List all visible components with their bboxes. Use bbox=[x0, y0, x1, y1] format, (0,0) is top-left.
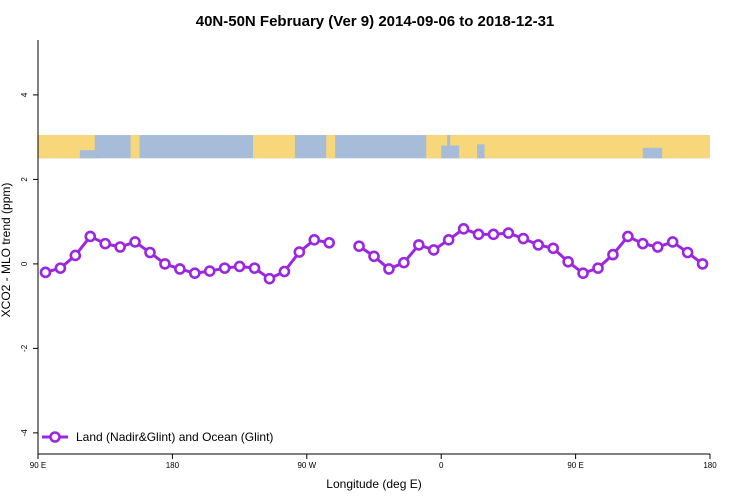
y-tick-label: 0 bbox=[20, 261, 29, 266]
data-point bbox=[547, 242, 560, 255]
map-ocean-inlet bbox=[642, 147, 663, 159]
data-point bbox=[532, 239, 545, 251]
legend-label: Land (Nadir&Glint) and Ocean (Glint) bbox=[76, 430, 273, 444]
data-point bbox=[203, 265, 216, 277]
map-land bbox=[253, 135, 295, 159]
data-point bbox=[159, 258, 171, 270]
data-point bbox=[368, 250, 380, 263]
data-point bbox=[666, 236, 679, 248]
data-point bbox=[398, 256, 410, 269]
series-line bbox=[358, 227, 704, 275]
data-point bbox=[218, 262, 231, 274]
map-ocean-inlet bbox=[441, 145, 460, 159]
x-tick-label: 90 W bbox=[297, 461, 316, 470]
y-tick-label: -2 bbox=[20, 344, 29, 352]
x-tick-label: 180 bbox=[166, 461, 180, 470]
x-tick-label: 0 bbox=[439, 461, 444, 470]
plot-frame bbox=[37, 40, 710, 455]
y-tick-label: 4 bbox=[20, 92, 29, 97]
data-point bbox=[442, 234, 455, 246]
x-tick-label: 180 bbox=[703, 461, 717, 470]
series-layer bbox=[39, 223, 709, 285]
data-point bbox=[651, 241, 664, 253]
data-point bbox=[383, 263, 395, 275]
y-tick-label: -4 bbox=[20, 429, 29, 437]
data-point bbox=[308, 234, 321, 246]
data-point bbox=[517, 232, 530, 245]
data-point bbox=[636, 237, 649, 250]
data-point bbox=[189, 267, 201, 279]
data-point bbox=[129, 236, 141, 248]
map-land bbox=[130, 135, 140, 159]
world-map-strip bbox=[38, 135, 710, 159]
data-point bbox=[99, 237, 111, 250]
data-point bbox=[114, 241, 126, 253]
data-point bbox=[427, 244, 440, 256]
y-axis-label: XCO2 - MLO trend (ppm) bbox=[0, 183, 13, 318]
data-point bbox=[607, 248, 619, 261]
data-point bbox=[353, 240, 365, 252]
data-point bbox=[592, 262, 604, 274]
data-point bbox=[457, 223, 470, 235]
data-point bbox=[502, 227, 515, 239]
data-point bbox=[412, 239, 425, 251]
x-tick-label: 90 E bbox=[567, 461, 583, 470]
data-point bbox=[562, 255, 574, 268]
data-point bbox=[263, 272, 276, 285]
x-tick-label: 90 E bbox=[30, 461, 46, 470]
chart-title: 40N-50N February (Ver 9) 2014-09-06 to 2… bbox=[196, 13, 555, 30]
data-point bbox=[69, 249, 82, 262]
map-ocean-inlet bbox=[79, 150, 98, 159]
x-axis: 90 E 180 90 W 0 90 E 180 bbox=[30, 454, 717, 470]
map-land bbox=[326, 135, 336, 159]
data-point bbox=[233, 260, 246, 273]
data-point bbox=[84, 230, 97, 243]
data-point bbox=[144, 246, 156, 259]
map-ocean-inlet bbox=[477, 144, 485, 159]
data-point bbox=[681, 246, 694, 259]
data-point bbox=[248, 262, 261, 274]
data-point bbox=[622, 230, 634, 243]
legend-marker-swatch bbox=[49, 431, 61, 443]
data-point bbox=[278, 265, 291, 278]
data-point bbox=[323, 236, 336, 249]
map-land bbox=[450, 135, 651, 159]
map-land bbox=[650, 135, 710, 159]
data-point bbox=[293, 246, 306, 258]
data-point bbox=[696, 258, 709, 270]
legend: Land (Nadir&Glint) and Ocean (Glint) bbox=[42, 430, 273, 444]
data-point bbox=[577, 267, 589, 279]
data-point bbox=[174, 263, 186, 275]
data-point bbox=[472, 228, 485, 241]
data-point bbox=[487, 228, 500, 241]
y-tick-label: 2 bbox=[20, 177, 29, 182]
data-point bbox=[54, 262, 67, 274]
data-point bbox=[39, 266, 52, 279]
y-axis: 4 2 0 -2 -4 bbox=[20, 92, 38, 436]
x-axis-label: Longitude (deg E) bbox=[326, 477, 421, 491]
